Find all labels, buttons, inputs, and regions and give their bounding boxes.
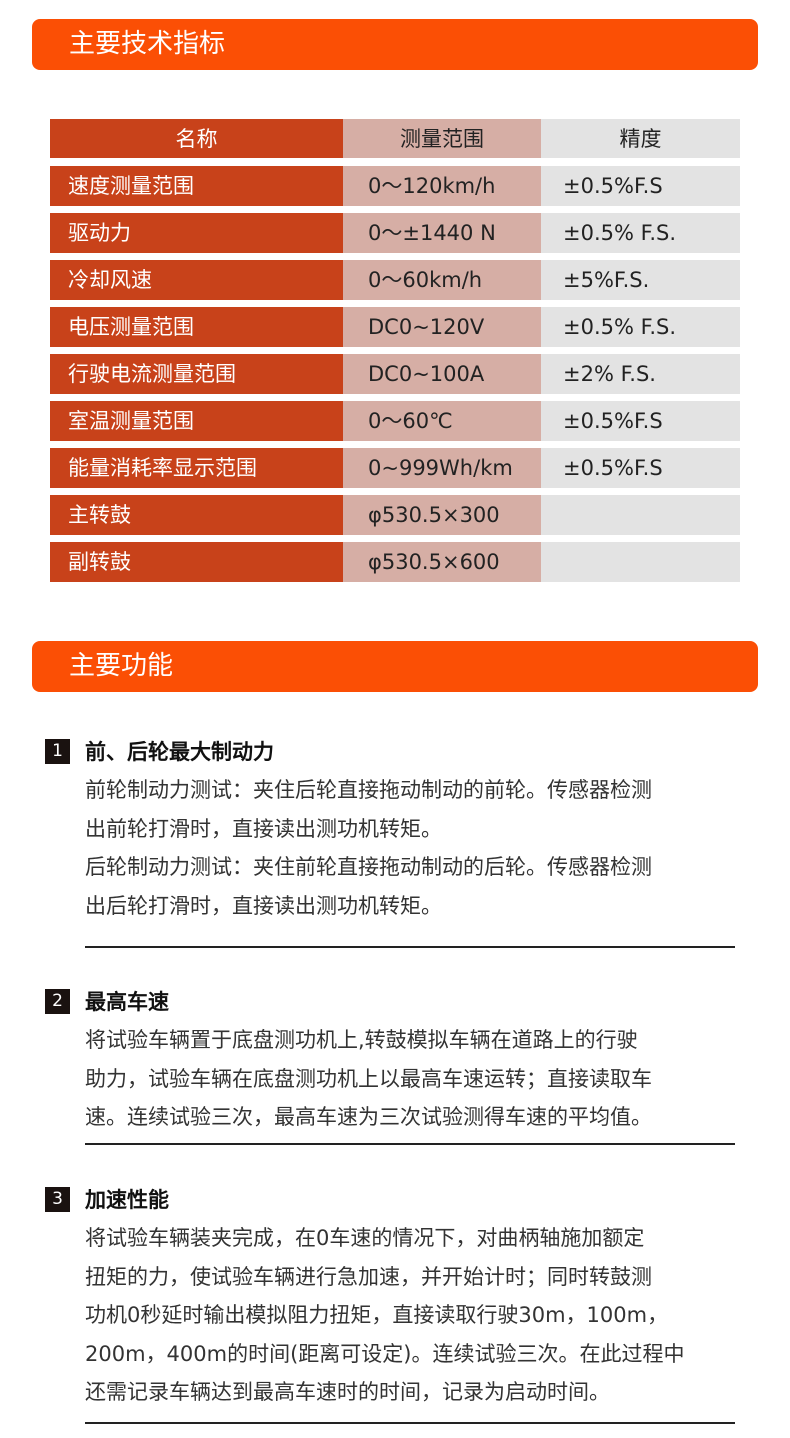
header-cell: 精度 xyxy=(541,119,740,158)
description-line: 200m，400m的时间(距离可设定)。连续试验三次。在此过程中 xyxy=(85,1341,685,1366)
divider xyxy=(85,946,735,948)
number-badge: 3 xyxy=(45,1186,70,1212)
function-title: 最高车速 xyxy=(85,990,169,1014)
table-cell xyxy=(541,542,740,582)
function-item: 3 加速性能将试验车辆装夹完成，在0车速的情况下，对曲柄轴施加额定 扭矩的力，使试验… xyxy=(45,1186,735,1412)
table-header: 名称 测量范围 精度 xyxy=(50,119,740,158)
table-cell: 0～±1440 N xyxy=(343,213,541,253)
table-cell: ±0.5% F.S. xyxy=(541,307,740,347)
table-cell xyxy=(541,495,740,535)
section-title: 主要功能 xyxy=(69,651,174,681)
table-cell: 电压测量范围 xyxy=(50,307,343,347)
description-line: 前轮制动力测试：夹住后轮直接拖动制动的前轮。传感器检测 xyxy=(85,778,652,802)
table-row: 能量消耗率显示范围 0~999Wh/km ±0.5%F.S xyxy=(50,448,740,488)
table-cell: ±0.5%F.S xyxy=(541,166,740,206)
description-line: 将试验车辆装夹完成，在0车速的情况下，对曲柄轴施加额定 xyxy=(85,1226,645,1250)
description-line: 扭矩的力，使试验车辆进行急加速，并开始计时；同时转鼓测 xyxy=(85,1264,652,1289)
header-cell: 名称 xyxy=(50,119,343,158)
description-line: 还需记录车辆达到最高车速时的时间，记录为启动时间。 xyxy=(85,1380,610,1404)
table-row: 驱动力 0～±1440 N ±0.5% F.S. xyxy=(50,213,740,253)
description-line: 将试验车辆置于底盘测功机上,转鼓模拟车辆在道路上的行驶 xyxy=(85,1028,638,1052)
table-row: 副转鼓 φ530.5×600 xyxy=(50,542,740,582)
description-line: 出前轮打滑时，直接读出测功机转矩。 xyxy=(85,816,442,841)
number-badge: 2 xyxy=(45,988,70,1014)
table-row: 冷却风速 0～60km/h ±5%F.S. xyxy=(50,260,740,300)
table-cell: ±5%F.S. xyxy=(541,260,740,300)
table-cell: ±0.5% F.S. xyxy=(541,213,740,253)
table-row: 电压测量范围 DC0~120V ±0.5% F.S. xyxy=(50,307,740,347)
table-row: 主转鼓 φ530.5×300 xyxy=(50,495,740,535)
table-cell: ±2% F.S. xyxy=(541,354,740,394)
divider xyxy=(85,1422,735,1424)
table-cell: 主转鼓 xyxy=(50,495,343,535)
table-cell: 冷却风速 xyxy=(50,260,343,300)
table-cell: 能量消耗率显示范围 xyxy=(50,448,343,488)
function-title-row: 1 前、后轮最大制动力 xyxy=(45,738,735,764)
table-cell: 行驶电流测量范围 xyxy=(50,354,343,394)
table-cell: φ530.5×600 xyxy=(343,542,541,582)
table-row: 行驶电流测量范围 DC0~100A ±2% F.S. xyxy=(50,354,740,394)
table-cell: ±0.5%F.S xyxy=(541,401,740,441)
table-cell: 室温测量范围 xyxy=(50,401,343,441)
table-cell: 0~999Wh/km xyxy=(343,448,541,488)
table-cell: DC0~120V xyxy=(343,307,541,347)
section-header-functions: 主要功能 xyxy=(32,641,758,692)
function-title: 加速性能 xyxy=(85,1188,169,1212)
table-cell: 0～120km/h xyxy=(343,166,541,206)
table-cell: 副转鼓 xyxy=(50,542,343,582)
function-item: 2 最高车速将试验车辆置于底盘测功机上,转鼓模拟车辆在道路上的行驶 助力，试验车辆在… xyxy=(45,988,735,1137)
description-line: 速。连续试验三次，最高车速为三次试验测得车速的平均值。 xyxy=(85,1105,652,1129)
table-cell: DC0~100A xyxy=(343,354,541,394)
table-cell: ±0.5%F.S xyxy=(541,448,740,488)
table-cell: 驱动力 xyxy=(50,213,343,253)
divider xyxy=(85,1143,735,1145)
function-description: 将试验车辆装夹完成，在0车速的情况下，对曲柄轴施加额定 扭矩的力，使试验车辆进行急… xyxy=(85,1219,735,1412)
function-title-row: 3 加速性能 xyxy=(45,1186,735,1212)
function-description: 将试验车辆置于底盘测功机上,转鼓模拟车辆在道路上的行驶 助力，试验车辆在底盘测功机… xyxy=(85,1021,735,1137)
section-header-specs: 主要技术指标 xyxy=(32,19,758,70)
number-badge: 1 xyxy=(45,738,70,764)
description-line: 后轮制动力测试：夹住前轮直接拖动制动的后轮。传感器检测 xyxy=(85,855,652,879)
description-line: 功机0秒延时输出模拟阻力扭矩，直接读取行驶30m，100m， xyxy=(85,1303,669,1327)
table-row: 速度测量范围 0～120km/h ±0.5%F.S xyxy=(50,166,740,206)
section-title: 主要技术指标 xyxy=(69,29,226,59)
function-description: 前轮制动力测试：夹住后轮直接拖动制动的前轮。传感器检测 出前轮打滑时，直接读出测功… xyxy=(85,771,735,925)
function-item: 1 前、后轮最大制动力前轮制动力测试：夹住后轮直接拖动制动的前轮。传感器检测 出前轮… xyxy=(45,738,735,925)
table-row: 室温测量范围 0～60℃ ±0.5%F.S xyxy=(50,401,740,441)
table-cell: φ530.5×300 xyxy=(343,495,541,535)
description-line: 助力，试验车辆在底盘测功机上以最高车速运转；直接读取车 xyxy=(85,1066,652,1091)
description-line: 出后轮打滑时，直接读出测功机转矩。 xyxy=(85,893,442,918)
table-cell: 0～60℃ xyxy=(343,401,541,441)
table-cell: 0～60km/h xyxy=(343,260,541,300)
table-cell: 速度测量范围 xyxy=(50,166,343,206)
spec-table: 名称 测量范围 精度 速度测量范围 0～120km/h ±0.5%F.S 驱动力 0～±… xyxy=(50,119,740,589)
function-title-row: 2 最高车速 xyxy=(45,988,735,1014)
header-cell: 测量范围 xyxy=(343,119,541,158)
function-title: 前、后轮最大制动力 xyxy=(85,740,274,764)
